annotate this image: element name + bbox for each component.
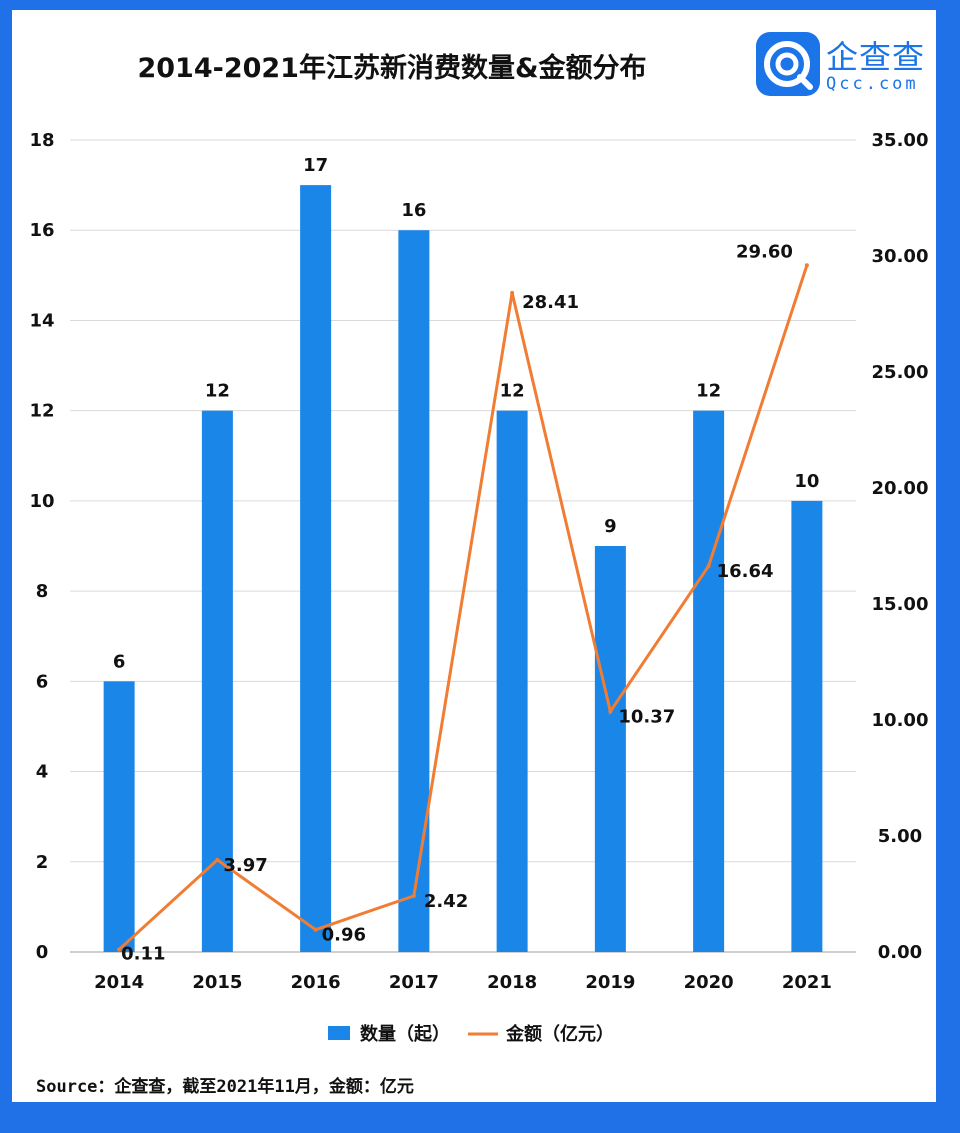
x-tick-label: 2020: [684, 972, 734, 993]
chart-frame: 2014-2021年江苏新消费数量&金额分布 企查查 Qcc.com: [12, 10, 936, 1102]
bar: [103, 681, 135, 952]
bar: [496, 410, 528, 953]
logo-text-en: Qcc.com: [826, 74, 919, 94]
legend-swatch-bar: [328, 1026, 350, 1040]
y-left-tick-label: 8: [36, 581, 49, 602]
line-point: [117, 947, 122, 952]
line-point: [313, 927, 318, 932]
bar: [693, 410, 725, 953]
y-right-tick-label: 35.00: [872, 130, 929, 151]
y-left-tick-label: 16: [29, 220, 54, 241]
bar-value-label: 6: [113, 651, 126, 672]
y-right-tick-label: 15.00: [872, 594, 929, 615]
y-left-tick-label: 4: [36, 762, 49, 783]
y-right-tick-label: 5.00: [878, 826, 922, 847]
bar-value-label: 12: [500, 381, 525, 402]
bar: [398, 230, 430, 952]
chart-title: 2014-2021年江苏新消费数量&金额分布: [137, 53, 647, 84]
x-tick-label: 2016: [291, 972, 341, 993]
line-value-label: 0.96: [322, 925, 366, 946]
line-point: [804, 263, 809, 268]
line-value-label: 10.37: [618, 706, 675, 727]
x-tick-label: 2018: [487, 972, 537, 993]
line-series-amount: [118, 264, 809, 951]
y-right-tick-label: 0.00: [878, 942, 922, 963]
line-value-label: 2.42: [424, 891, 468, 912]
bar-value-label: 12: [696, 381, 721, 402]
y-right-tick-label: 30.00: [872, 246, 929, 267]
y-right-tick-label: 25.00: [872, 362, 929, 383]
legend-label-bar: 数量（起）: [360, 1023, 450, 1045]
x-tick-label: 2021: [782, 972, 832, 993]
line-value-label: 28.41: [522, 292, 579, 313]
line-point: [510, 290, 515, 295]
line-value-label: 0.11: [121, 943, 165, 964]
y-left-tick-label: 10: [29, 491, 54, 512]
bar-value-label: 16: [401, 200, 426, 221]
bar: [300, 185, 332, 953]
x-tick-label: 2017: [389, 972, 439, 993]
y-left-tick-label: 14: [29, 310, 54, 331]
line-value-label: 16.64: [717, 561, 774, 582]
x-tick-label: 2015: [192, 972, 242, 993]
y-left-tick-label: 0: [36, 942, 49, 963]
qcc-logo-icon: [756, 32, 820, 96]
y-right-tick-label: 20.00: [872, 478, 929, 499]
bar-value-label: 9: [604, 516, 617, 537]
x-tick-label: 2019: [585, 972, 635, 993]
y-left-tick-label: 12: [29, 401, 54, 422]
legend-label-line: 金额（亿元）: [505, 1023, 614, 1045]
y-left-tick-label: 6: [36, 671, 49, 692]
bar-value-label: 12: [205, 381, 230, 402]
bar: [791, 500, 823, 952]
logo-text-cn: 企查查: [826, 38, 926, 76]
y-left-tick-label: 18: [29, 130, 54, 151]
y-right-tick-label: 10.00: [872, 710, 929, 731]
bar-value-label: 17: [303, 155, 328, 176]
qcc-logo: 企查查 Qcc.com: [754, 30, 944, 102]
x-tick-label: 2014: [94, 972, 144, 993]
line-point: [215, 857, 220, 862]
line-point: [608, 709, 613, 714]
bar: [594, 546, 626, 952]
line-value-label: 3.97: [223, 855, 267, 876]
line-point: [411, 893, 416, 898]
y-left-tick-label: 2: [36, 852, 49, 873]
source-note: Source：企查查，截至2021年11月，金额：亿元: [36, 1077, 414, 1097]
line-point: [706, 563, 711, 568]
bar-value-label: 10: [794, 471, 819, 492]
line-value-label: 29.60: [736, 241, 793, 262]
